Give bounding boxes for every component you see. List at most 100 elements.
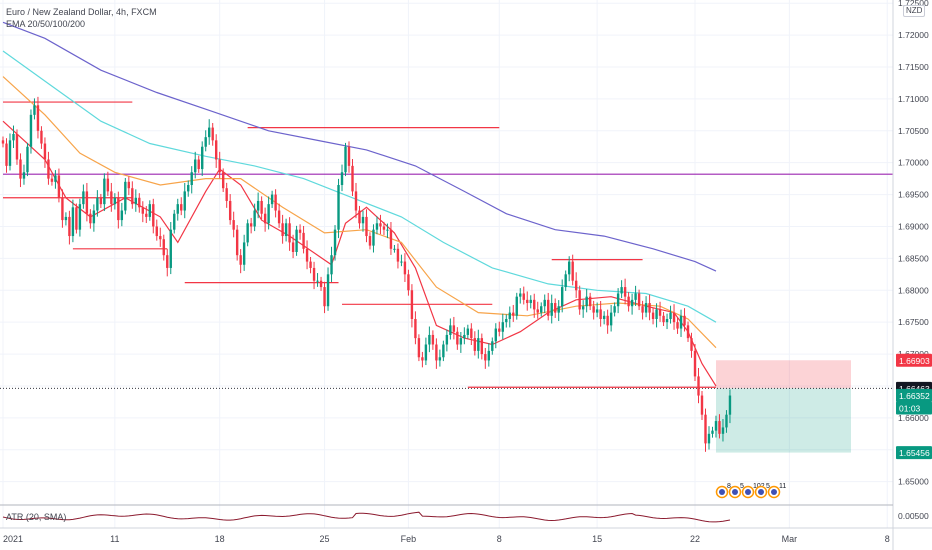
candle-body (620, 287, 623, 294)
candle-body (672, 312, 676, 323)
candle-body (372, 229, 375, 246)
candle-body (508, 312, 511, 319)
event-marker[interactable]: 5 (754, 483, 771, 499)
stop-loss-zone (716, 360, 851, 389)
candle-body (519, 293, 522, 297)
candle-body (354, 191, 358, 211)
candle-body (382, 226, 386, 230)
price-badge-label: 01:03 (899, 403, 921, 413)
price-tick-label: 1.69500 (898, 190, 929, 200)
candle-body (214, 140, 218, 160)
candle-body (707, 433, 711, 444)
candle-body (599, 309, 602, 319)
currency-badge[interactable]: NZD (903, 5, 926, 17)
take-profit-zone (716, 388, 851, 453)
event-marker[interactable]: 5 (728, 483, 745, 499)
candle-body (533, 299, 536, 310)
candle-body (281, 223, 284, 237)
candle-body (249, 223, 253, 227)
candle-body (277, 210, 281, 224)
event-marker[interactable]: 8 (715, 483, 732, 499)
candle-body (180, 204, 183, 211)
atr-panel: 0.00500 (2, 511, 929, 523)
price-tick-label: 1.71000 (898, 94, 929, 104)
ema-lines (2, 21, 717, 387)
candle-body (564, 274, 567, 288)
candle-body (235, 229, 239, 256)
price-badge (896, 353, 932, 367)
candle-body (337, 185, 340, 230)
symbol-title: Euro / New Zealand Dollar, 4h, FXCM (6, 7, 157, 17)
candle-body (648, 303, 651, 313)
candle-body (574, 280, 578, 291)
candle-body (435, 344, 438, 361)
candle-body (134, 197, 138, 205)
candle-body (389, 229, 393, 249)
candle-body (421, 357, 424, 361)
event-marker-dot (732, 489, 738, 495)
candle-body (522, 293, 525, 300)
price-badge (896, 388, 932, 402)
candle-body (592, 306, 595, 313)
candle-body (173, 213, 176, 230)
candle-body (466, 328, 470, 335)
candle-body (312, 267, 316, 281)
candle-body (29, 114, 33, 147)
candle-body (26, 146, 29, 173)
candle-body (571, 261, 574, 281)
candle-body (197, 159, 200, 170)
price-badge-label: 1.66903 (899, 356, 930, 366)
candle-body (494, 328, 497, 342)
candle-body (480, 338, 484, 355)
price-tick-label: 1.68500 (898, 253, 929, 263)
candle-body (138, 197, 141, 208)
candle-body (585, 296, 588, 307)
candle-body (316, 280, 319, 282)
price-tick-label: 1.67500 (898, 317, 929, 327)
candle-body (295, 229, 298, 252)
candle-body (721, 427, 725, 434)
candle-body (113, 197, 117, 205)
candle-body (697, 376, 700, 396)
candle-body (651, 312, 655, 319)
candle-body (655, 309, 658, 319)
candle-body (110, 191, 113, 205)
candle-body (201, 146, 204, 170)
candle-body (665, 318, 669, 323)
candle-body (711, 430, 714, 434)
candle-body (588, 296, 592, 307)
candle-body (117, 197, 120, 221)
candle-body (358, 210, 361, 224)
candle-body (442, 344, 445, 358)
event-markers[interactable]: 85102511 (715, 483, 787, 499)
candle-body (284, 223, 288, 237)
event-marker-count: 5 (766, 483, 770, 490)
time-tick-label: 11 (110, 534, 119, 544)
candle-body (445, 334, 449, 345)
candle-body (78, 204, 82, 230)
candle-body (547, 299, 550, 316)
time-tick-label: 22 (690, 534, 700, 544)
candle-body (491, 341, 494, 351)
candle-body (68, 216, 71, 237)
candle-body (637, 293, 641, 307)
candle-body (540, 306, 543, 313)
candle-body (208, 127, 211, 138)
price-tick-label: 1.69000 (898, 221, 929, 231)
candlesticks (1, 96, 732, 452)
event-marker-dot (758, 489, 764, 495)
candle-body (543, 299, 546, 307)
candle-body (351, 165, 354, 192)
candle-body (169, 229, 172, 268)
candle-body (683, 315, 686, 326)
candle-body (82, 191, 85, 205)
candle-body (263, 213, 267, 224)
candle-body (414, 318, 417, 339)
event-marker[interactable]: 11 (767, 483, 787, 499)
candle-body (64, 216, 68, 221)
candle-body (431, 334, 435, 345)
candle-body (162, 239, 165, 256)
candle-body (403, 261, 407, 275)
candle-body (634, 293, 637, 300)
